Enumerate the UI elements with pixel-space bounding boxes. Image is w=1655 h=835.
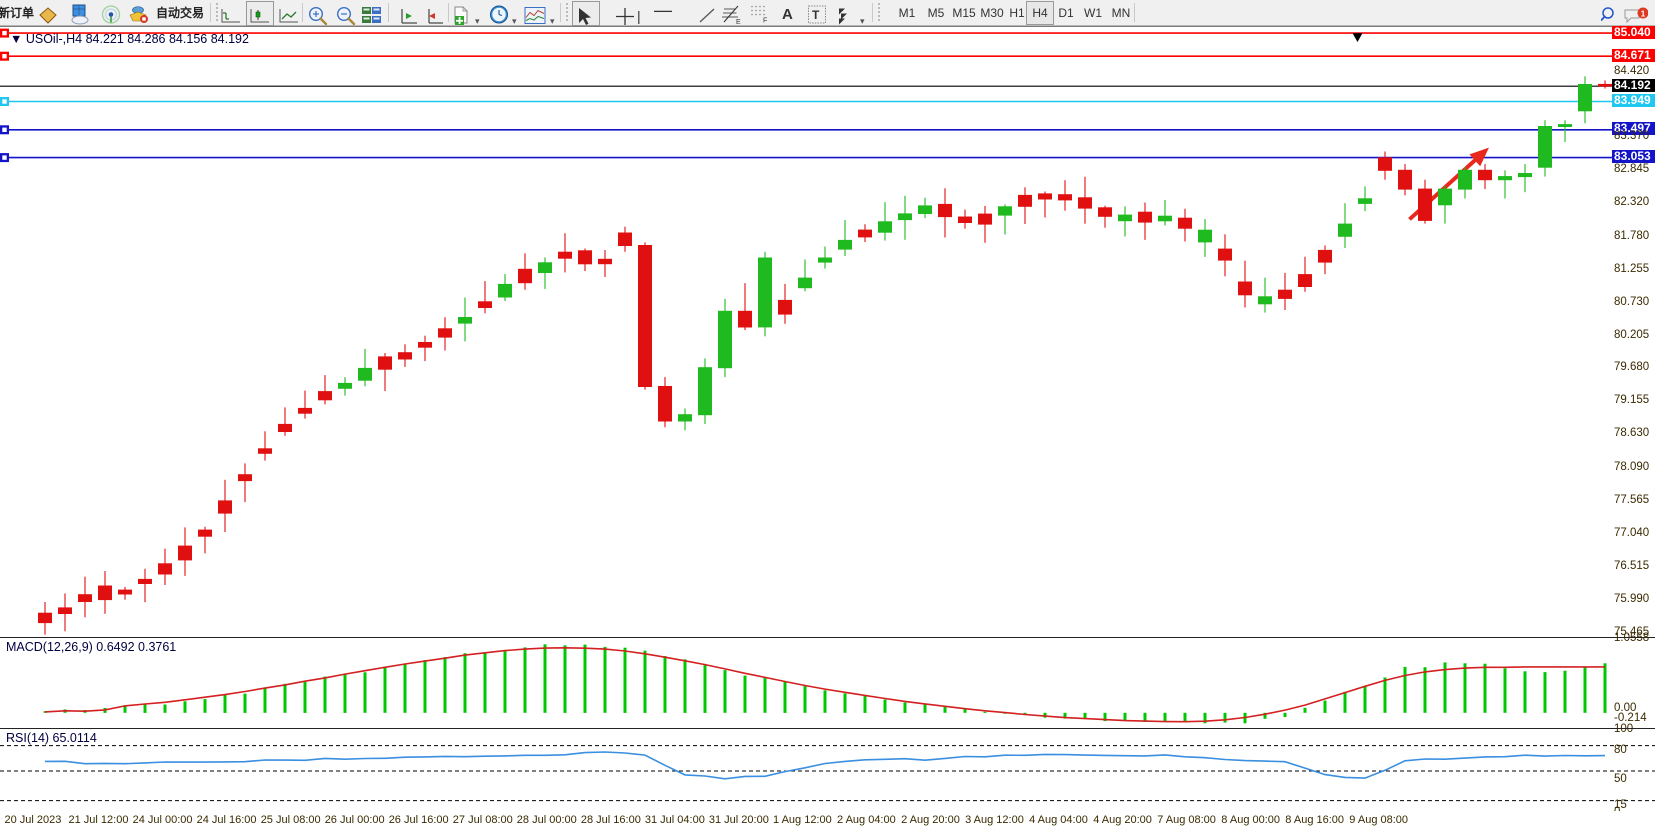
svg-text:T: T — [812, 8, 820, 22]
svg-text:F: F — [763, 18, 767, 25]
svg-text:E: E — [736, 19, 741, 26]
svg-text:1: 1 — [1641, 10, 1646, 19]
